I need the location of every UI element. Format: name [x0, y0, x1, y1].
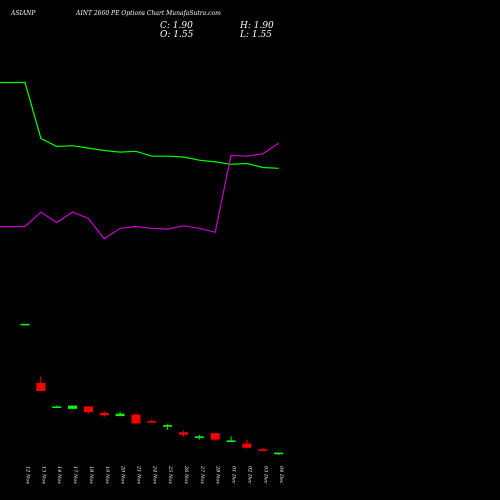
indicator-lines: [0, 81, 279, 240]
candle-body: [36, 382, 46, 392]
candle-6: [115, 412, 125, 417]
chart-title: AINT 2660 PE Options Chart MunafaSutra.c…: [75, 10, 221, 17]
candle-1: [36, 376, 46, 392]
candle-11: [194, 434, 204, 440]
x-tick-label: 01 Dec: [231, 466, 237, 484]
x-tick-label: 03 Dec: [262, 466, 268, 484]
low-label: L: 1.55: [239, 30, 272, 40]
x-tick-label: 20 Nov: [120, 465, 126, 484]
x-tick-label: 17 Nov: [72, 466, 78, 484]
candle-body: [194, 436, 204, 438]
candle-9: [163, 424, 173, 430]
x-tick-label: 27 Nov: [199, 465, 205, 484]
green-indicator-line: [0, 81, 279, 169]
candle-14: [242, 439, 252, 449]
candle-13: [226, 436, 236, 443]
x-tick-labels: 12 Nov 13 Nov 14 Nov 17 Nov 18 Nov 19 Nov 20 N…: [25, 465, 285, 484]
candle-body: [179, 432, 188, 435]
symbol-label: ASIANP: [10, 10, 36, 17]
candle-7: [131, 413, 141, 425]
candle-body: [115, 413, 125, 417]
candle-2: [52, 405, 62, 409]
x-tick-label: 25 Nov: [167, 465, 173, 484]
candle-body: [274, 452, 284, 455]
candle-body: [99, 412, 109, 416]
candle-body: [52, 406, 62, 409]
candle-3: [68, 405, 78, 409]
candle-body: [83, 406, 93, 413]
x-tick-label: 21 Nov: [135, 465, 141, 484]
x-tick-label: 26 Nov: [183, 465, 189, 484]
high-label: H: 1.90: [239, 21, 274, 31]
close-label: C: 1.90: [160, 21, 193, 31]
candle-body: [20, 323, 30, 326]
x-tick-label: 24 Nov: [151, 465, 157, 484]
candle-body: [242, 443, 252, 448]
x-tick-label: 02 Dec: [246, 466, 252, 484]
x-tick-label: 13 Nov: [40, 466, 46, 484]
candle-12: [210, 433, 220, 441]
candle-body: [226, 440, 236, 443]
x-tick-label: 14 Nov: [56, 466, 62, 484]
candles-group: [20, 323, 284, 455]
magenta-indicator-line: [0, 142, 279, 240]
candle-16: [274, 452, 284, 455]
x-tick-label: 19 Nov: [104, 466, 110, 484]
candle-body: [163, 425, 173, 427]
open-label: O: 1.55: [160, 30, 194, 40]
x-tick-label: 18 Nov: [88, 466, 94, 484]
x-tick-label: 28 Nov: [215, 465, 221, 484]
candle-body: [68, 405, 78, 409]
candle-0: [20, 323, 30, 326]
candle-5: [99, 411, 109, 417]
x-tick-label: 12 Nov: [25, 466, 31, 484]
candle-body: [131, 414, 141, 424]
candle-8: [147, 419, 157, 423]
candle-body: [210, 433, 220, 440]
candle-4: [83, 406, 93, 414]
candle-10: [179, 430, 188, 437]
x-tick-label: 04 Dec: [278, 466, 284, 484]
candle-15: [258, 447, 268, 451]
candle-body: [258, 449, 268, 451]
candle-body: [147, 420, 157, 423]
